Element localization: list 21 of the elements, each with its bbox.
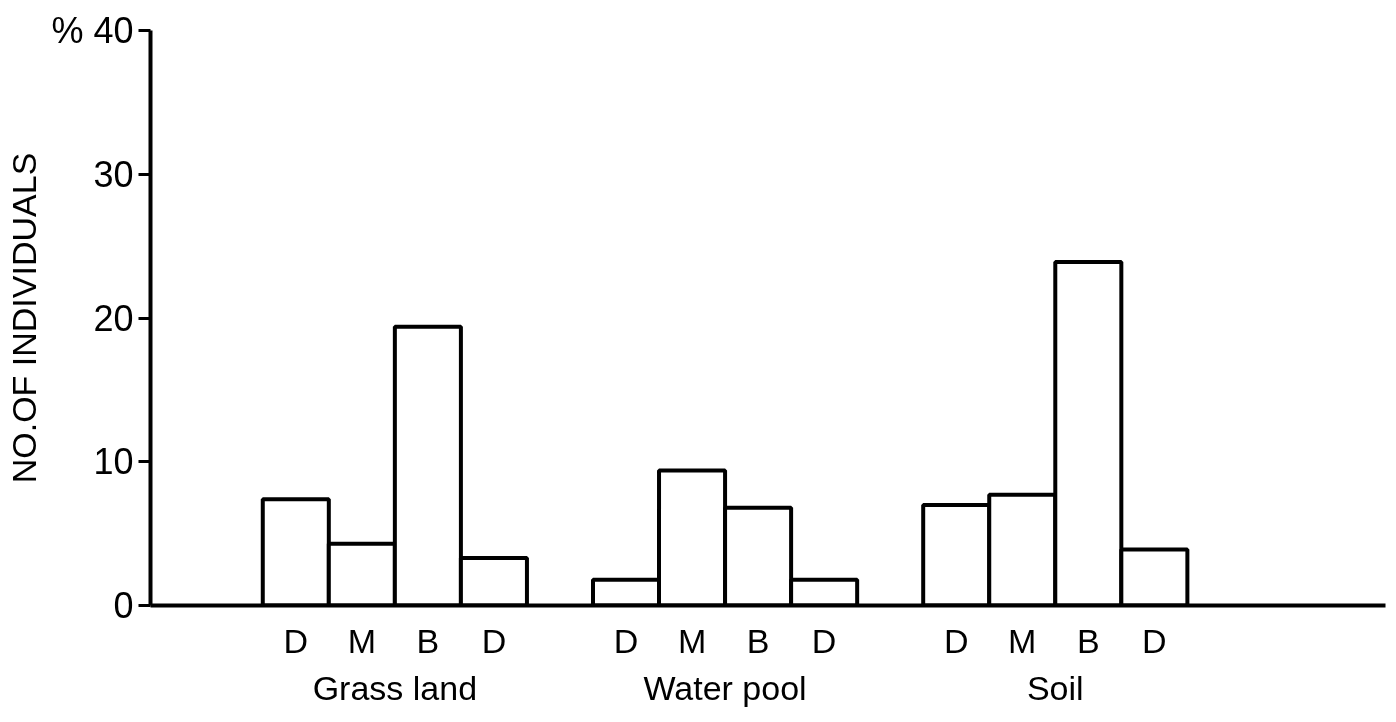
- x-tick-label: D: [481, 621, 507, 660]
- x-tick-label: M: [677, 621, 707, 660]
- y-axis-title: NO.OF INDIVIDUALS: [5, 152, 44, 484]
- x-tick-label: B: [1076, 621, 1100, 660]
- y-tick-label: 30: [93, 153, 134, 195]
- x-tick-label: M: [1008, 621, 1037, 660]
- text: Soil: [1026, 668, 1084, 707]
- y-tick-label: 10: [93, 441, 134, 483]
- y-tick-label: 0: [113, 585, 134, 626]
- text: Grass land: [312, 668, 478, 707]
- x-tick-label: B: [746, 621, 770, 660]
- y-tick-label: % 40: [51, 10, 134, 51]
- x-tick-label: D: [613, 621, 639, 660]
- x-tick-label: D: [283, 621, 309, 660]
- y-tick-label: 20: [93, 297, 134, 339]
- x-tick-label: D: [1142, 621, 1167, 660]
- x-tick-label: D: [943, 621, 969, 660]
- x-tick-label: B: [416, 621, 440, 660]
- text: Water pool: [643, 668, 807, 707]
- x-tick-label: D: [811, 621, 837, 660]
- x-tick-label: M: [347, 621, 376, 660]
